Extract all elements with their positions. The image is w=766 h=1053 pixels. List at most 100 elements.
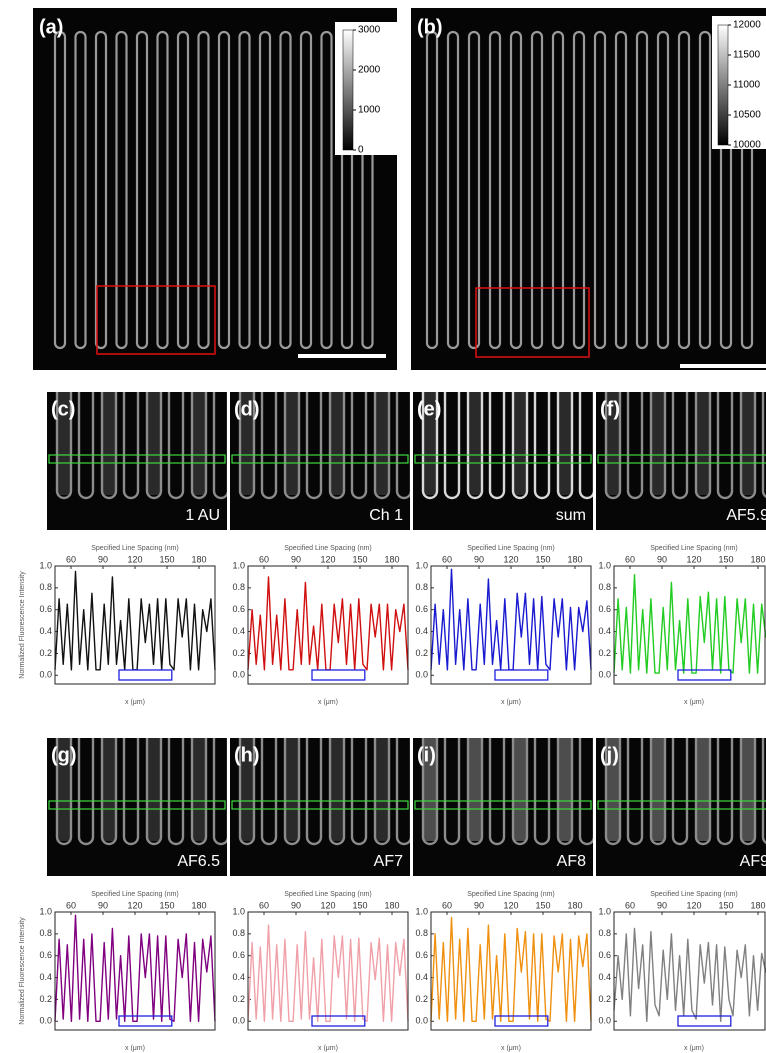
channel-name: 1 AU: [185, 507, 220, 524]
channel-name: sum: [556, 507, 586, 524]
x-axis-label: x (μm): [684, 1045, 704, 1052]
stripe: [102, 733, 116, 841]
highlight-box: [312, 670, 365, 680]
channel-name: AF6.5: [177, 853, 220, 870]
stripe: [468, 733, 482, 841]
stripe: [147, 387, 161, 495]
stripe: [330, 387, 344, 495]
y-tick-label: 0.6: [232, 604, 245, 614]
colorbar: [718, 25, 728, 145]
profile-line: [614, 928, 766, 1021]
channel-name: AF9: [740, 853, 766, 870]
top-tick-label: 90: [657, 554, 667, 564]
y-tick-label: 0.0: [415, 1016, 428, 1026]
x-axis-label: x (μm): [125, 1045, 145, 1052]
channel-name: AF5.9: [726, 507, 766, 524]
colorbar: [343, 30, 353, 150]
top-axis-label: Specified Line Spacing (nm): [284, 891, 372, 898]
y-tick-label: 0.6: [415, 950, 428, 960]
top-tick-label: 90: [98, 900, 108, 910]
stripe: [651, 387, 665, 495]
y-tick-label: 0.8: [415, 582, 428, 592]
colorbar-tick-label: 10500: [733, 110, 761, 121]
y-tick-label: 0.6: [39, 604, 52, 614]
channel-name: AF7: [374, 853, 403, 870]
panel-label: (j): [600, 744, 619, 766]
panel: (c)1 AU: [47, 372, 228, 530]
stripe: [513, 387, 527, 495]
colorbar-tick-label: 2000: [358, 65, 381, 76]
y-tick-label: 0.0: [39, 1016, 52, 1026]
y-tick-label: 0.2: [598, 648, 611, 658]
top-tick-label: 150: [535, 554, 550, 564]
stripe: [558, 733, 572, 841]
y-tick-label: 0.6: [415, 604, 428, 614]
top-tick-label: 180: [384, 554, 399, 564]
profile-line: [248, 577, 408, 670]
panel-label: (h): [234, 744, 260, 766]
top-tick-label: 150: [718, 554, 733, 564]
y-tick-label: 0.8: [39, 582, 52, 592]
stripe: [192, 387, 206, 495]
top-tick-label: 150: [352, 554, 367, 564]
panel-label: (b): [417, 16, 443, 38]
top-tick-label: 120: [686, 900, 701, 910]
top-tick-label: 150: [535, 900, 550, 910]
top-tick-label: 60: [442, 900, 452, 910]
top-tick-label: 120: [127, 554, 142, 564]
panel: (a)3000200010000: [33, 8, 400, 370]
y-tick-label: 1.0: [415, 906, 428, 916]
highlight-box: [678, 670, 731, 680]
top-tick-label: 120: [503, 554, 518, 564]
y-tick-label: 0.2: [232, 994, 245, 1004]
highlight-box: [678, 1016, 731, 1026]
figure: (a)3000200010000(b)120001150011000105001…: [0, 0, 766, 1053]
stripe: [102, 387, 116, 495]
panel: (f) AF5.9: [596, 372, 766, 530]
stripe: [285, 387, 299, 495]
highlight-box: [495, 670, 548, 680]
y-tick-label: 1.0: [598, 906, 611, 916]
top-tick-label: 60: [259, 554, 269, 564]
panel-label: (f): [600, 398, 620, 420]
colorbar-tick-label: 1000: [358, 105, 381, 116]
y-tick-label: 1.0: [232, 906, 245, 916]
stripe: [468, 387, 482, 495]
panel: (d)Ch 1: [230, 372, 411, 530]
top-tick-label: 180: [191, 900, 206, 910]
stripe: [375, 733, 389, 841]
x-axis-label: x (μm): [501, 699, 521, 706]
top-tick-label: 120: [686, 554, 701, 564]
top-tick-label: 120: [503, 900, 518, 910]
stripe: [285, 733, 299, 841]
top-tick-label: 180: [750, 554, 765, 564]
y-tick-label: 0.0: [232, 670, 245, 680]
top-tick-label: 150: [352, 900, 367, 910]
top-tick-label: 180: [567, 900, 582, 910]
panel-label: (i): [417, 744, 436, 766]
colorbar-tick-label: 10000: [733, 140, 761, 151]
x-axis-label: x (μm): [125, 699, 145, 706]
x-axis-label: x (μm): [318, 699, 338, 706]
top-tick-label: 90: [474, 554, 484, 564]
top-tick-label: 150: [159, 900, 174, 910]
top-tick-label: 150: [718, 900, 733, 910]
panel: (i)AF8: [413, 718, 594, 876]
stripe: [651, 733, 665, 841]
top-tick-label: 120: [127, 900, 142, 910]
top-tick-label: 60: [625, 554, 635, 564]
colorbar-tick-label: 3000: [358, 25, 381, 36]
y-tick-label: 0.0: [598, 670, 611, 680]
stripe: [513, 733, 527, 841]
y-tick-label: 0.4: [415, 626, 428, 636]
y-tick-label: 0.8: [232, 928, 245, 938]
top-tick-label: 60: [259, 900, 269, 910]
x-axis-label: x (μm): [501, 1045, 521, 1052]
y-tick-label: 0.4: [39, 626, 52, 636]
y-tick-label: 0.8: [415, 928, 428, 938]
panel-label: (a): [39, 16, 63, 38]
y-tick-label: 0.2: [415, 648, 428, 658]
highlight-box: [495, 1016, 548, 1026]
y-axis-label: Normalized Fluorescence Intensity: [19, 571, 26, 679]
